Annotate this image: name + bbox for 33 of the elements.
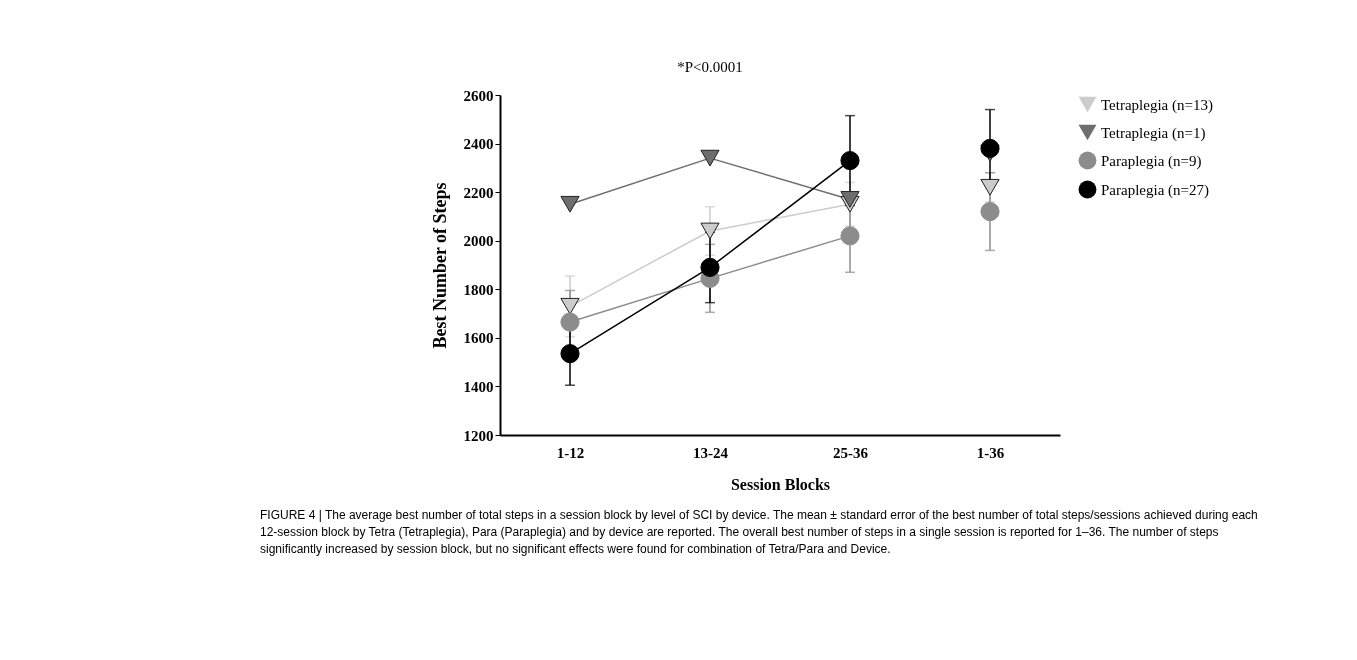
legend-label: Tetraplegia (n=13) bbox=[1101, 96, 1213, 114]
point bbox=[980, 202, 1000, 222]
point bbox=[840, 226, 860, 246]
x-tick-label: 25-36 bbox=[833, 444, 869, 461]
point bbox=[560, 344, 580, 364]
legend-label: Tetraplegia (n=1) bbox=[1101, 124, 1206, 142]
y-tick-label: 1200 bbox=[463, 427, 494, 444]
y-tick-label: 2000 bbox=[463, 233, 494, 250]
y-tick-label: 2600 bbox=[463, 87, 494, 104]
legend-label: Paraplegia (n=9) bbox=[1101, 152, 1202, 170]
x-tick-label: 13-24 bbox=[693, 444, 729, 461]
point bbox=[560, 312, 580, 332]
y-tick-label: 2200 bbox=[463, 184, 494, 201]
point bbox=[700, 149, 720, 167]
point bbox=[560, 297, 580, 315]
caption: FIGURE 4 | The average best number of total steps in a session block by level of SCI by device. The mean ± standard error of the best number of total steps/sessions achieved during each 12-session block by Tetra (Tetraplegia), Para (Paraplegia) and by device are reported. The overall best number of steps in a single session is reported for 1–36. The number of steps significantly increased by session block, but no significant effects were found for combination of Tetra/Para and Device. bbox=[260, 508, 1258, 556]
point bbox=[700, 222, 720, 240]
point bbox=[840, 151, 860, 171]
point bbox=[560, 195, 580, 213]
x-tick-label: 1-12 bbox=[556, 444, 585, 461]
y-tick-label: 1800 bbox=[463, 281, 494, 298]
x-axis-title: Session Blocks bbox=[730, 475, 831, 493]
y-tick-label: 1400 bbox=[463, 378, 494, 395]
point bbox=[840, 191, 860, 208]
y-axis-title: Best Number of Steps bbox=[429, 182, 450, 349]
y-tick-label: 1600 bbox=[463, 330, 494, 347]
legend-label: Paraplegia (n=27) bbox=[1101, 181, 1210, 199]
y-tick-label: 2400 bbox=[463, 136, 494, 153]
point bbox=[980, 178, 1000, 196]
point bbox=[700, 257, 720, 277]
x-tick-label: 1-36 bbox=[976, 444, 1005, 461]
point bbox=[980, 138, 1000, 158]
text: *P<0.0001 bbox=[677, 59, 743, 75]
